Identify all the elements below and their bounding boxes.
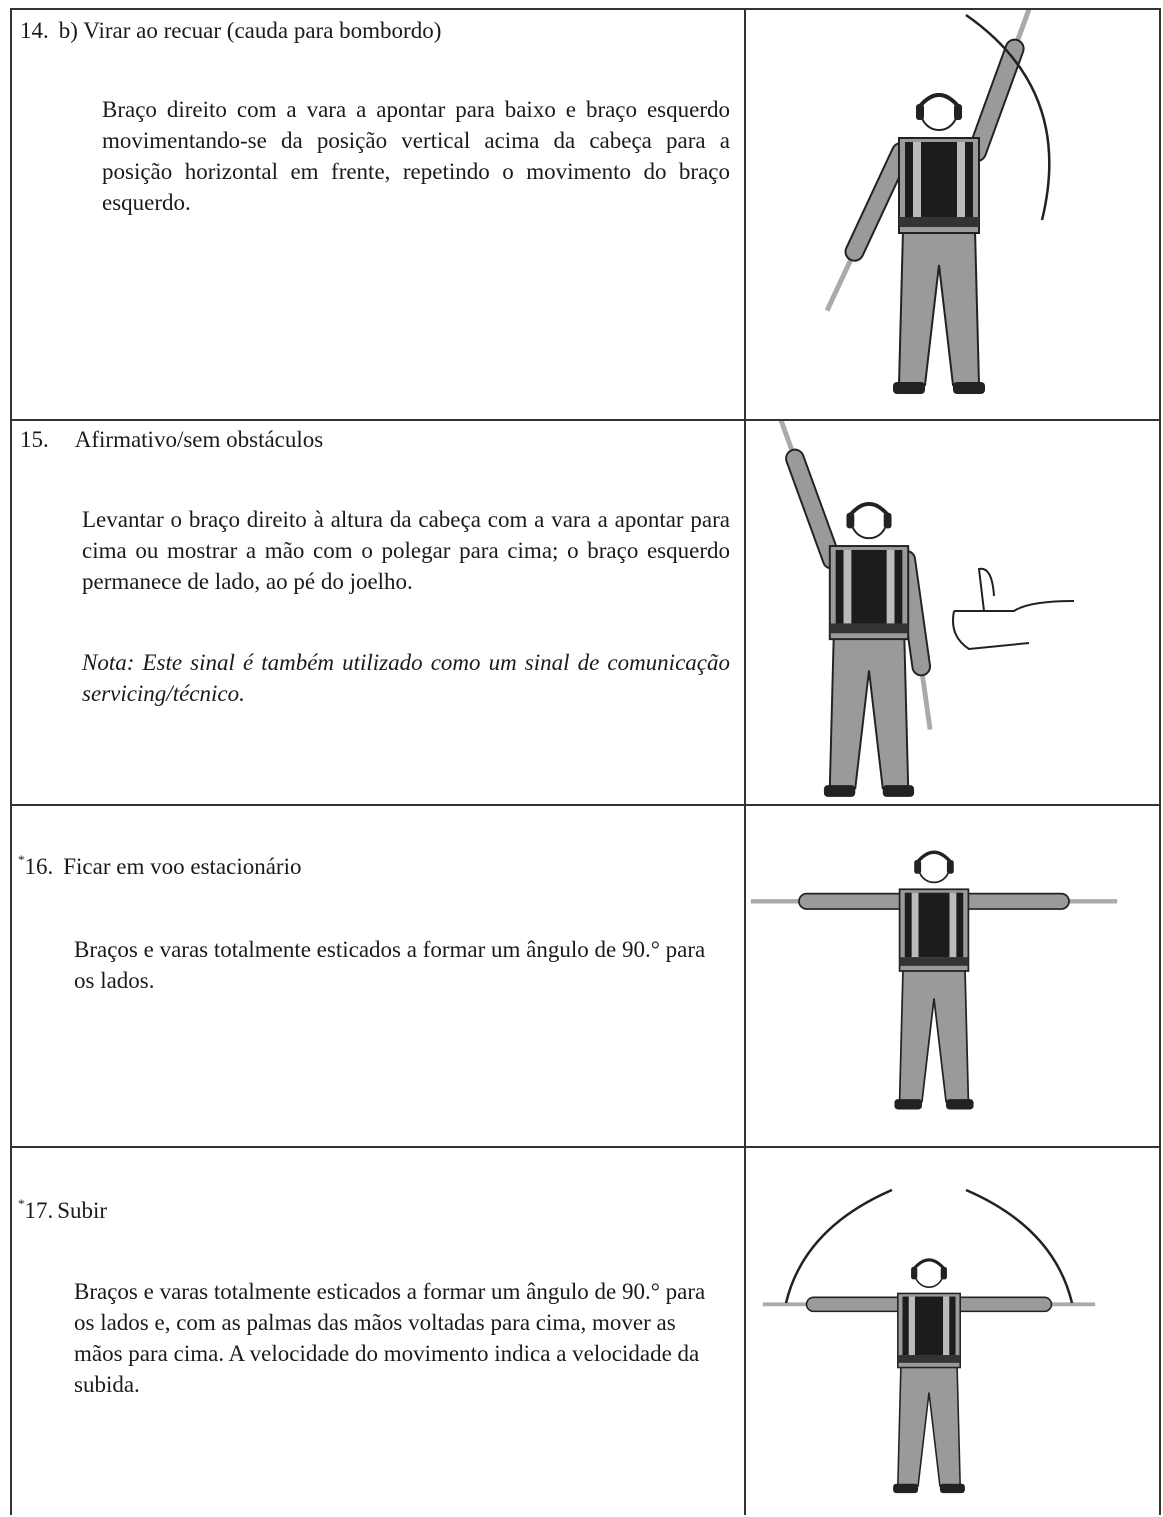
arm-fill bbox=[969, 40, 1023, 160]
figure bbox=[762, 1258, 1096, 1494]
signal-row: *16. Ficar em voo estacionário Braços e v… bbox=[10, 804, 1161, 1146]
shoe bbox=[939, 1483, 965, 1494]
stripe bbox=[913, 142, 921, 217]
ear-muff bbox=[846, 512, 855, 529]
signal-illustration bbox=[762, 1188, 1096, 1494]
ear-muff bbox=[914, 860, 922, 874]
ear-muff bbox=[940, 1266, 947, 1280]
belt bbox=[897, 1355, 961, 1363]
row-heading: *17. Subir bbox=[18, 1196, 108, 1224]
wand bbox=[824, 250, 857, 312]
text-cell: 15. Afirmativo/sem obstáculos Levantar o … bbox=[12, 421, 746, 804]
wand bbox=[918, 666, 933, 730]
text-cell: *16. Ficar em voo estacionário Braços e v… bbox=[12, 806, 746, 1146]
motion-arrow bbox=[965, 13, 1051, 221]
ear-muff bbox=[954, 104, 962, 120]
text-cell: *17. Subir Braços e varas totalmente esti… bbox=[12, 1148, 746, 1515]
arm-fill bbox=[787, 450, 840, 568]
row-heading: 14. b) Virar ao recuar (cauda para bombor… bbox=[20, 18, 441, 44]
belt bbox=[899, 217, 979, 227]
row-title: Subir bbox=[57, 1198, 108, 1223]
arm-fill bbox=[846, 144, 909, 260]
motion-arrow bbox=[784, 1188, 893, 1304]
signal-illustration bbox=[778, 421, 1075, 797]
stripe bbox=[943, 1296, 950, 1356]
row-title: b) Virar ao recuar (cauda para bombordo) bbox=[58, 18, 442, 43]
row-title: Afirmativo/sem obstáculos bbox=[74, 427, 324, 452]
shoe bbox=[953, 382, 985, 394]
headband bbox=[912, 1258, 946, 1270]
shoe bbox=[882, 785, 915, 797]
headband bbox=[918, 93, 960, 108]
row-description: Braços e varas totalmente esticados a fo… bbox=[74, 937, 706, 993]
shoe bbox=[823, 785, 856, 797]
signal-row: *17. Subir Braços e varas totalmente esti… bbox=[10, 1146, 1161, 1515]
belt bbox=[899, 957, 969, 966]
row-number: 16. bbox=[24, 854, 54, 879]
ear-muff bbox=[946, 860, 954, 874]
shoe bbox=[893, 382, 925, 394]
row-number: 14. bbox=[20, 18, 49, 43]
legs bbox=[897, 229, 981, 386]
row-description: Levantar o braço direito à altura da cab… bbox=[82, 507, 730, 594]
belt bbox=[829, 623, 909, 634]
stripe bbox=[886, 549, 895, 624]
headband bbox=[916, 850, 952, 863]
figure bbox=[778, 421, 933, 797]
ear-muff bbox=[883, 512, 892, 529]
shoe bbox=[946, 1099, 974, 1110]
row-marker: * bbox=[18, 852, 25, 867]
figure bbox=[750, 850, 1118, 1110]
row-number: 15. bbox=[20, 427, 49, 452]
legs bbox=[896, 1364, 962, 1487]
legs bbox=[828, 635, 910, 790]
headband bbox=[848, 501, 890, 517]
row-marker: * bbox=[18, 1196, 25, 1211]
shoe bbox=[894, 1099, 922, 1110]
stripe bbox=[908, 1296, 915, 1356]
row-number: 17. bbox=[24, 1198, 54, 1223]
signal-row: 14. b) Virar ao recuar (cauda para bombor… bbox=[10, 8, 1161, 419]
text-cell: 14. b) Virar ao recuar (cauda para bombor… bbox=[12, 10, 746, 419]
row-heading: 15. Afirmativo/sem obstáculos bbox=[20, 427, 323, 453]
row-description: Braço direito com a vara a apontar para … bbox=[102, 97, 730, 215]
row-heading: *16. Ficar em voo estacionário bbox=[18, 852, 302, 880]
ear-muff bbox=[916, 104, 924, 120]
motion-arrow bbox=[965, 1188, 1074, 1304]
signal-row: 15. Afirmativo/sem obstáculos Levantar o … bbox=[10, 419, 1161, 804]
signal-illustration bbox=[750, 850, 1118, 1110]
wand bbox=[1012, 10, 1032, 50]
signal-illustration bbox=[824, 10, 1051, 394]
ear-muff bbox=[911, 1266, 918, 1280]
thumb-up-hand bbox=[952, 567, 1075, 651]
stripe bbox=[911, 892, 919, 958]
legs bbox=[898, 967, 970, 1103]
wand bbox=[778, 421, 798, 460]
stripe bbox=[843, 549, 852, 624]
row-title: Ficar em voo estacionário bbox=[63, 854, 302, 879]
row-description: Braços e varas totalmente esticados a fo… bbox=[74, 1279, 706, 1397]
shoe bbox=[893, 1483, 919, 1494]
stripe bbox=[949, 892, 957, 958]
row-note: Nota: Este sinal é também utilizado como… bbox=[82, 650, 730, 706]
figure bbox=[824, 10, 1032, 394]
stripe bbox=[957, 142, 965, 217]
